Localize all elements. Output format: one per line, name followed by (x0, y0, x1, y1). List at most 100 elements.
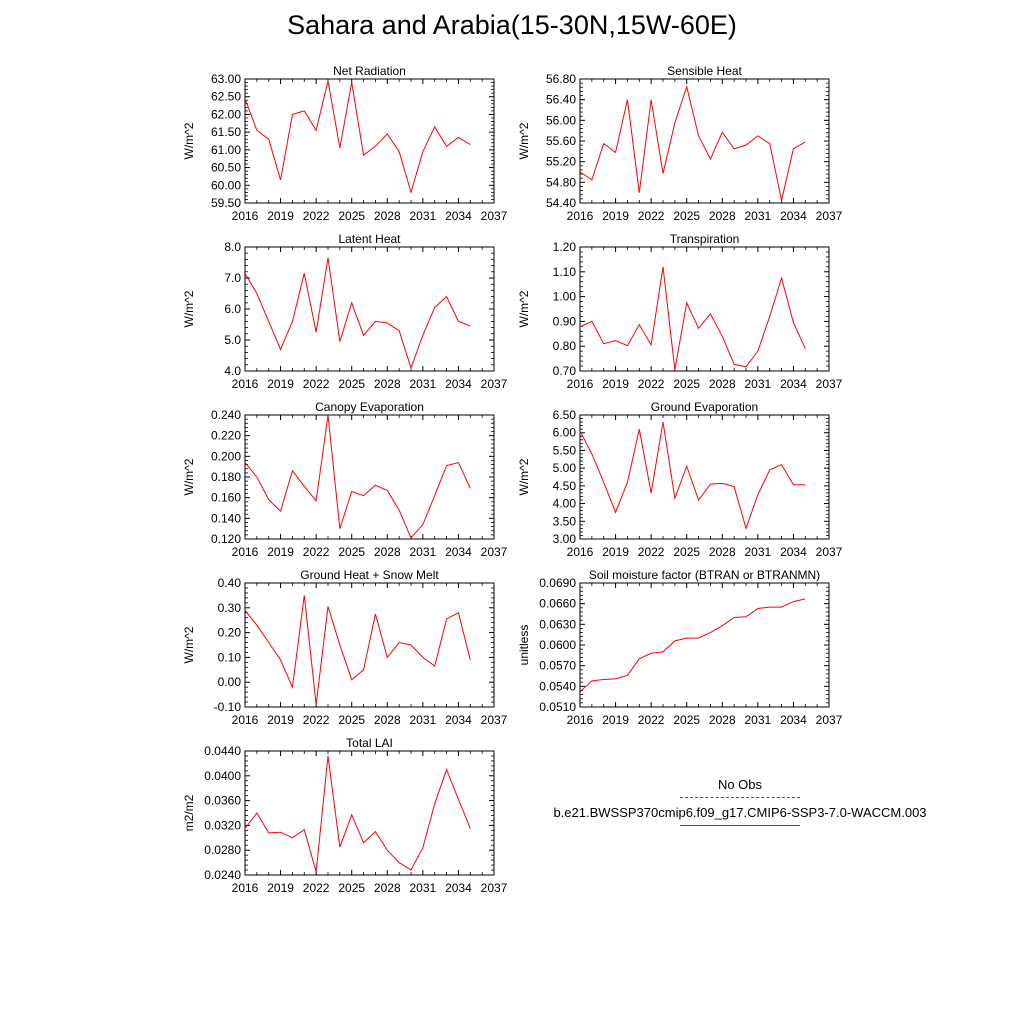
y-tick-label: 0.0360 (204, 794, 241, 808)
y-tick-label: 0.160 (211, 491, 241, 505)
plot-frame (244, 78, 495, 204)
figure-title: Sahara and Arabia(15-30N,15W-60E) (287, 10, 737, 40)
panel-3: Transpiration W/m^2 0.70 0.80 0.90 1.00 1.10 1.… (517, 232, 843, 391)
y-tick-label: 1.10 (553, 265, 577, 279)
y-tick-label: 3.00 (553, 532, 577, 546)
panel-title: Sensible Heat (667, 64, 742, 78)
x-tick-label: 2019 (267, 209, 294, 223)
y-axis-label: W/m^2 (182, 290, 196, 327)
x-tick-label: 2037 (481, 713, 508, 727)
x-tick-label: 2031 (410, 209, 437, 223)
x-tick-label: 2019 (267, 545, 294, 559)
x-tick-label: 2025 (673, 713, 700, 727)
x-tick-label: 2028 (709, 377, 736, 391)
y-tick-label: 6.50 (553, 408, 577, 422)
y-tick-label: 59.50 (211, 196, 241, 210)
y-tick-label: 0.70 (553, 364, 577, 378)
y-tick-label: 5.50 (553, 443, 577, 457)
x-tick-label: 2019 (267, 377, 294, 391)
series-line (244, 414, 471, 539)
y-tick-label: 0.240 (211, 408, 241, 422)
x-tick-label: 2016 (232, 377, 259, 391)
x-tick-label: 2031 (410, 881, 437, 895)
plot-frame (244, 582, 495, 708)
x-tick-label: 2016 (232, 545, 259, 559)
x-tick-label: 2028 (709, 209, 736, 223)
y-tick-label: 0.120 (211, 532, 241, 546)
plot-frame (244, 246, 495, 372)
y-tick-label: 0.0660 (539, 597, 576, 611)
x-tick-label: 2025 (673, 545, 700, 559)
plot-frame (244, 414, 495, 540)
x-tick-label: 2016 (567, 377, 594, 391)
y-tick-label: 62.50 (211, 90, 241, 104)
legend-line-obs (680, 797, 800, 798)
x-tick-label: 2025 (338, 545, 365, 559)
x-tick-label: 2022 (638, 209, 665, 223)
legend-line-model (680, 825, 800, 826)
panel-6: Ground Heat + Snow Melt W/m^2 -0.10 0.00 0.1… (182, 568, 508, 727)
y-tick-label: 6.0 (224, 302, 241, 316)
panel-4: Canopy Evaporation W/m^2 0.120 0.140 0.160 0.… (182, 400, 508, 559)
x-tick-label: 2034 (780, 377, 807, 391)
y-tick-label: 0.140 (211, 511, 241, 525)
x-tick-label: 2025 (338, 209, 365, 223)
panel-0: Net Radiation W/m^2 59.50 60.00 60.50 61.00 61… (182, 64, 508, 223)
x-tick-label: 2034 (780, 545, 807, 559)
x-tick-label: 2028 (374, 881, 401, 895)
x-tick-label: 2022 (303, 713, 330, 727)
y-axis-label: W/m^2 (517, 458, 531, 495)
y-tick-label: 8.0 (224, 240, 241, 254)
x-tick-label: 2031 (410, 713, 437, 727)
y-axis-label: unitless (517, 625, 531, 666)
plot-frame (579, 582, 830, 708)
x-tick-label: 2034 (445, 209, 472, 223)
y-tick-label: 0.200 (211, 449, 241, 463)
y-tick-label: 63.00 (211, 72, 241, 86)
y-tick-label: 0.180 (211, 470, 241, 484)
y-axis-label: W/m^2 (517, 122, 531, 159)
x-tick-label: 2016 (567, 545, 594, 559)
y-tick-label: 0.0320 (204, 818, 241, 832)
y-tick-label: 0.90 (553, 314, 577, 328)
x-tick-label: 2022 (638, 377, 665, 391)
y-tick-label: 0.40 (218, 576, 242, 590)
panel-title: Ground Heat + Snow Melt (300, 568, 439, 582)
plot-frame (579, 414, 830, 540)
x-tick-label: 2034 (445, 377, 472, 391)
series-line (579, 598, 806, 693)
panel-5: Ground Evaporation W/m^2 3.00 3.50 4.00 4.50 5… (517, 400, 843, 559)
x-tick-label: 2025 (673, 209, 700, 223)
x-tick-label: 2028 (374, 713, 401, 727)
plot-frame (579, 246, 830, 372)
series-line (579, 422, 806, 531)
y-axis-label: W/m^2 (517, 290, 531, 327)
y-axis-label: m2/m2 (182, 794, 196, 831)
y-tick-label: 54.40 (546, 196, 576, 210)
x-tick-label: 2028 (374, 377, 401, 391)
plot-frame (579, 78, 830, 204)
y-tick-label: 0.30 (218, 601, 242, 615)
x-tick-label: 2016 (232, 881, 259, 895)
series-line (244, 80, 471, 195)
x-tick-label: 2034 (780, 713, 807, 727)
x-tick-label: 2037 (481, 881, 508, 895)
x-tick-label: 2022 (638, 545, 665, 559)
panel-title: Soil moisture factor (BTRAN or BTRANMN) (589, 568, 820, 582)
x-tick-label: 2028 (709, 713, 736, 727)
x-tick-label: 2034 (445, 713, 472, 727)
x-tick-label: 2037 (481, 545, 508, 559)
x-tick-label: 2019 (602, 377, 629, 391)
panel-7: Soil moisture factor (BTRAN or BTRANMN) u… (517, 568, 843, 727)
x-tick-label: 2031 (745, 209, 772, 223)
y-tick-label: 0.0600 (539, 638, 576, 652)
x-tick-label: 2022 (303, 545, 330, 559)
y-tick-label: 1.20 (553, 240, 577, 254)
x-tick-label: 2034 (445, 881, 472, 895)
x-tick-label: 2028 (374, 545, 401, 559)
x-tick-label: 2037 (816, 713, 843, 727)
x-tick-label: 2031 (410, 377, 437, 391)
x-tick-label: 2031 (410, 545, 437, 559)
x-tick-label: 2022 (303, 881, 330, 895)
